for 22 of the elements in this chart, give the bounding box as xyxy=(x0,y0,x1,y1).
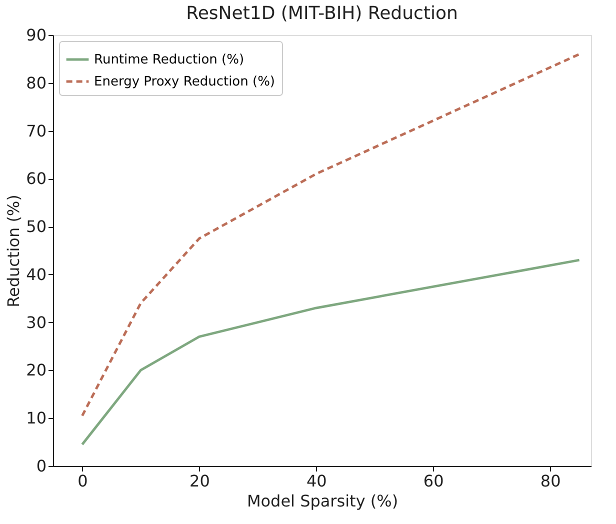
y-tick-label: 20 xyxy=(26,360,46,380)
chart-title: ResNet1D (MIT-BIH) Reduction xyxy=(186,3,458,24)
y-tick-label: 30 xyxy=(26,312,46,332)
legend-label: Runtime Reduction (%) xyxy=(94,52,244,68)
x-tick-label: 60 xyxy=(423,472,444,490)
y-tick-label: 40 xyxy=(26,264,46,284)
y-tick-label: 80 xyxy=(26,73,46,92)
y-axis-title: Reduction (%) xyxy=(4,194,24,308)
y-tick-label: 90 xyxy=(26,26,46,44)
y-tick-label: 10 xyxy=(26,408,46,428)
line-series xyxy=(80,258,581,446)
x-axis-title: Model Sparsity (%) xyxy=(246,492,398,510)
line-series xyxy=(80,52,581,417)
legend-label: Energy Proxy Reduction (%) xyxy=(94,74,276,90)
x-tick-label: 40 xyxy=(306,472,327,490)
x-tick-label: 80 xyxy=(540,472,561,490)
x-tick-label: 0 xyxy=(78,472,88,490)
y-tick-label: 0 xyxy=(36,456,46,476)
y-tick-label: 50 xyxy=(26,217,46,236)
x-tick-label: 20 xyxy=(190,472,210,490)
y-tick-label: 70 xyxy=(26,121,46,140)
y-tick-label: 60 xyxy=(26,169,46,188)
